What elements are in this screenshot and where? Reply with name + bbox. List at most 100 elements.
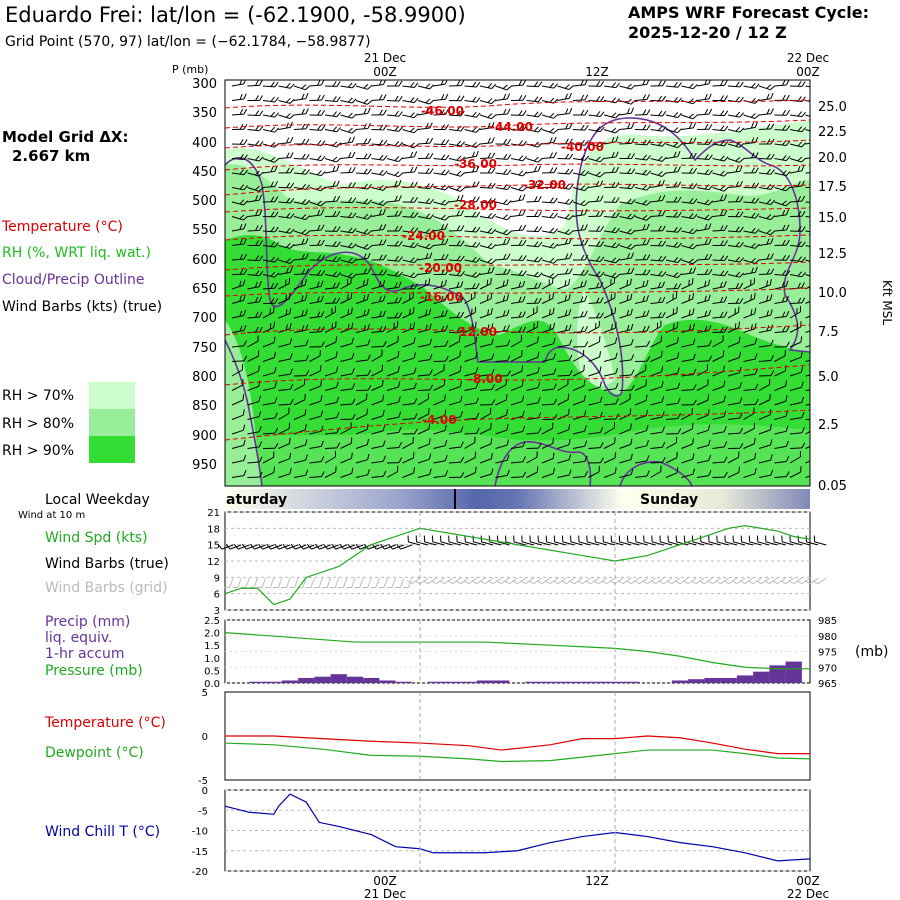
wind-barb: [743, 452, 757, 464]
wind-barb: [572, 440, 588, 449]
wind-barb: [634, 238, 650, 246]
wind-barb: [541, 167, 558, 174]
wind-barb: [665, 306, 678, 319]
wind-barb: [510, 365, 524, 377]
wind-barb: [324, 451, 336, 464]
wind-barb: [743, 167, 759, 174]
wind-barb: [340, 227, 357, 234]
wind-barb: [712, 240, 728, 246]
wind-barb: [355, 354, 371, 362]
wind-barb: [743, 242, 760, 249]
wind-barb: [681, 228, 698, 235]
wind-barb: [634, 440, 649, 449]
wind-barb: [510, 255, 527, 261]
wind-barb: [805, 201, 810, 204]
wind-tick-label: 9: [214, 573, 220, 584]
wind-barb: [758, 424, 772, 435]
wind-barb: [557, 469, 572, 478]
wind-barb: [650, 95, 667, 102]
precip-ticks-left: 2.5 2.01.5 1.00.5 0.0: [204, 616, 220, 690]
wind-barb: [603, 151, 619, 159]
wind-barb: [433, 470, 449, 478]
surface-barb-true: [440, 535, 453, 546]
wind-barb: [293, 108, 309, 116]
rh-legend-label-90: RH > 90%: [2, 443, 74, 459]
pressure-ticks: 300 350 400 450 500 550 600 650 700 750 …: [192, 77, 217, 473]
wind-barb: [324, 306, 336, 319]
wind-barb: [371, 455, 386, 464]
wind-barb: [588, 366, 602, 377]
surface-barb-true: [274, 543, 291, 550]
wind-barb: [433, 93, 449, 101]
wind-barb: [789, 427, 805, 435]
kft-tick: 2.5: [818, 418, 839, 433]
wind-barb: [510, 209, 526, 217]
precip-frame: [224, 619, 811, 684]
wind-barb: [231, 214, 249, 221]
wind-barb: [696, 394, 710, 406]
surface-barb-grid: [232, 577, 242, 589]
wind-barb: [278, 227, 295, 234]
wind-barb: [386, 441, 402, 449]
surface-barb-grid: [362, 577, 372, 589]
wind-barb: [727, 442, 744, 449]
wind-barb: [541, 307, 555, 319]
wind-barb: [324, 180, 340, 188]
surface-barb-true: [773, 535, 786, 546]
precip-gridlines: [225, 619, 810, 684]
wind-barb: [355, 267, 371, 275]
temperature-series: [225, 735, 810, 755]
wind-barb: [231, 279, 246, 290]
wind-barb: [479, 368, 495, 377]
wind-barb: [262, 336, 276, 348]
rh-legend-swatch-90: [89, 436, 135, 463]
wind-barb: [789, 96, 806, 103]
wind-barb: [371, 280, 386, 290]
wind-barb: [541, 182, 558, 189]
surface-barb-true: [431, 535, 445, 546]
wind-barb: [603, 212, 620, 219]
wind-barb: [247, 311, 263, 319]
wind-barb: [371, 409, 385, 420]
wind-barb: [340, 197, 357, 204]
wind-barb: [386, 240, 403, 247]
wind-barb: [557, 268, 573, 275]
wind-barb: [681, 213, 698, 220]
legend-cloud: Cloud/Precip Outline: [2, 272, 145, 288]
wind-barb: [495, 229, 512, 236]
wind-barb: [603, 367, 619, 377]
wind-barb: [479, 83, 497, 89]
wind-barb: [324, 442, 341, 449]
wind-barb: [774, 350, 786, 362]
wind-barb: [293, 294, 308, 304]
wind-barb: [262, 442, 279, 449]
wind-barb: [340, 398, 356, 406]
wind-barb: [696, 253, 713, 261]
wind-barb: [743, 437, 756, 449]
pressure-tick: 550: [192, 223, 217, 238]
wind-barb: [448, 225, 465, 232]
surface-barb-true: [225, 543, 242, 550]
wind-barb: [402, 398, 418, 406]
precip-tick-label: 1.5: [204, 641, 220, 652]
wind-barb: [262, 366, 277, 377]
surface-barb-true: [732, 535, 746, 546]
wind-barb: [758, 238, 774, 246]
wind-barb: [774, 185, 791, 192]
wind-barb: [712, 441, 728, 449]
precip-bar: [428, 681, 445, 683]
surface-barb-true: [315, 543, 331, 550]
wind-barb: [681, 423, 694, 435]
wind-barb: [479, 407, 492, 420]
wind-barb: [588, 195, 604, 203]
wind-tick-label: 12: [207, 557, 220, 568]
wind-barb: [712, 311, 728, 319]
wind-barb: [805, 141, 810, 145]
rh-mid-pocket: [577, 290, 615, 387]
wind-barb: [789, 141, 807, 148]
wind-barb: [526, 321, 539, 333]
wind-barb: [371, 340, 387, 348]
wind-barb: [464, 466, 477, 478]
wind-barb: [789, 81, 806, 87]
wind-barb: [743, 82, 760, 89]
